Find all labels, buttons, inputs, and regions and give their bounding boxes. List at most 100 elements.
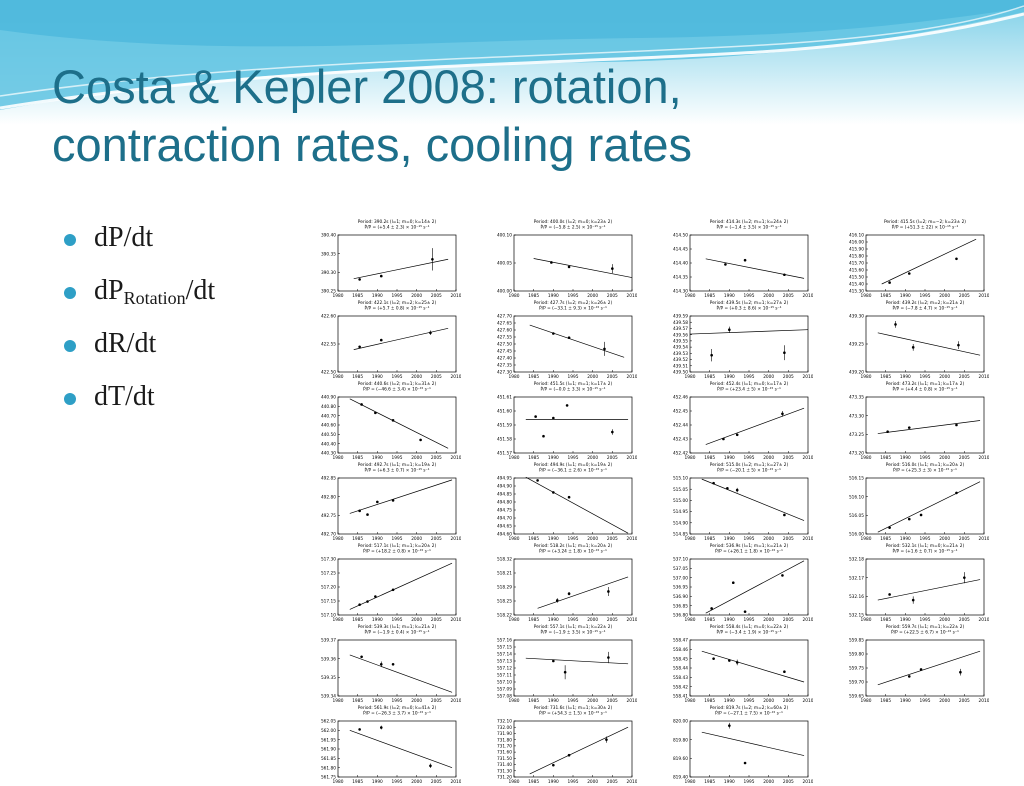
plot-frame — [689, 315, 809, 373]
data-point — [907, 426, 911, 429]
x-tick-label: 1980 — [685, 536, 696, 542]
plot-frame — [513, 558, 633, 616]
x-tick-label: 1985 — [528, 617, 539, 623]
chart-title: Period: 390.2s (l=1; m=0; k=14± 2) — [358, 219, 437, 225]
data-point — [907, 517, 911, 521]
x-tick-label: 1985 — [528, 374, 539, 380]
chart-title: Period: 415.5s (l=2; m=−2; k=23± 2) — [884, 219, 966, 225]
y-tick-label: 561.75 — [321, 775, 336, 781]
x-tick-label: 2000 — [587, 374, 598, 380]
data-point — [358, 603, 361, 606]
plot-frame — [689, 720, 809, 778]
data-point — [379, 726, 383, 729]
y-tick-label: 539.34 — [321, 694, 336, 700]
x-tick-label: 1980 — [861, 698, 872, 704]
bullet-item: dPRotation/dt — [62, 275, 215, 328]
chart-panel-20: Period: 532.1s (l=1; m=0; k=21± 2)Ṗ/P = … — [849, 543, 989, 623]
y-tick-label: 427.35 — [497, 363, 512, 369]
chart-title: Period: 532.1s (l=1; m=0; k=21± 2) — [886, 543, 965, 549]
y-tick-label: 731.20 — [497, 775, 512, 781]
x-tick-label: 2005 — [959, 698, 970, 704]
y-tick-label: 539.36 — [321, 656, 336, 662]
data-point — [563, 670, 567, 674]
x-tick-label: 2010 — [451, 698, 461, 704]
y-tick-label: 558.44 — [673, 666, 688, 672]
chart-subtitle: Ṗ/P = (−46.6 ± 3.4) × 10⁻¹⁵ s⁻¹ — [363, 386, 431, 393]
plot-frame — [337, 396, 457, 454]
plot-frame — [689, 477, 809, 535]
y-tick-label: 558.45 — [673, 656, 688, 662]
chart-subtitle: Ṗ/P = (+4.4 ± 0.8) × 10⁻¹⁵ s⁻¹ — [892, 386, 957, 393]
x-tick-label: 1995 — [392, 374, 403, 380]
x-tick-label: 2000 — [939, 617, 950, 623]
fit-line — [701, 650, 805, 683]
chart-title: Period: 427.7s (l=2; m=2; k=26± 2) — [534, 300, 613, 306]
chart-title: Period: 451.5s (l=1; m=1; k=17± 2) — [534, 381, 613, 387]
chart-title: Period: 414.3s (l=2; m=1; k=24± 2) — [710, 219, 789, 225]
x-tick-label: 2000 — [763, 617, 774, 623]
y-tick-label: 820.00 — [673, 719, 688, 725]
x-tick-label: 2005 — [783, 779, 794, 785]
bullet-text: dP/dt — [94, 222, 154, 253]
chart-subtitle: Ṗ/P = (−27.1 ± 7.5) × 10⁻¹⁵ s⁻¹ — [715, 710, 783, 717]
x-tick-label: 1980 — [333, 698, 344, 704]
chart-title: Period: 558.4s (l=1; m=0; k=22± 2) — [710, 624, 789, 630]
x-tick-label: 2000 — [939, 698, 950, 704]
y-tick-label: 532.18 — [849, 557, 864, 563]
x-tick-label: 1995 — [568, 698, 579, 704]
data-point — [724, 263, 727, 266]
plot-frame — [865, 558, 985, 616]
x-tick-label: 1985 — [352, 698, 363, 704]
y-tick-label: 415.30 — [849, 289, 864, 295]
x-tick-label: 1985 — [352, 536, 363, 542]
x-tick-label: 1985 — [352, 617, 363, 623]
x-tick-label: 2000 — [411, 617, 422, 623]
data-point — [555, 599, 559, 602]
data-point — [391, 662, 395, 666]
x-tick-label: 2000 — [763, 779, 774, 785]
fit-line — [349, 398, 449, 449]
data-point — [710, 607, 713, 610]
data-point — [429, 331, 432, 335]
x-tick-label: 2010 — [979, 536, 989, 542]
data-point — [567, 495, 571, 499]
chart-panel-3: Period: 414.3s (l=2; m=1; k=24± 2)Ṗ/P = … — [673, 219, 813, 299]
x-tick-label: 1990 — [372, 617, 383, 623]
x-tick-label: 1995 — [744, 536, 755, 542]
fit-line — [537, 576, 629, 609]
chart-panel-6: Period: 427.7s (l=2; m=2; k=26± 2)Ṗ/P = … — [497, 300, 637, 380]
y-tick-label: 515.05 — [673, 487, 688, 493]
chart-panel-7: Period: 439.5s (l=2; m=1; k=27± 2)Ṗ/P = … — [673, 300, 813, 380]
x-tick-label: 1995 — [392, 455, 403, 461]
x-tick-label: 1985 — [352, 455, 363, 461]
y-tick-label: 451.59 — [497, 423, 512, 429]
y-tick-label: 559.85 — [849, 638, 864, 644]
y-tick-label: 427.40 — [497, 356, 512, 362]
x-tick-label: 2005 — [607, 455, 618, 461]
x-tick-label: 1980 — [861, 455, 872, 461]
y-tick-label: 557.13 — [497, 659, 512, 665]
y-tick-label: 422.55 — [321, 342, 336, 348]
chart-panel-16: Period: 516.0s (l=1; m=1; k=20± 2)Ṗ/P = … — [849, 462, 989, 542]
x-tick-label: 1985 — [704, 293, 715, 299]
fit-line — [689, 329, 809, 335]
data-point — [366, 600, 369, 603]
data-point — [360, 403, 363, 406]
slide-title: Costa & Kepler 2008: rotation, contracti… — [52, 60, 693, 171]
x-tick-label: 1985 — [880, 698, 891, 704]
y-tick-label: 440.70 — [321, 413, 336, 419]
x-tick-label: 1980 — [685, 374, 696, 380]
x-tick-label: 1990 — [372, 455, 383, 461]
y-tick-label: 473.20 — [849, 451, 864, 457]
chart-subtitle: Ṗ/P = (+1.6 ± 0.7) × 10⁻¹⁵ s⁻¹ — [892, 548, 957, 555]
y-tick-label: 494.65 — [497, 524, 512, 530]
y-tick-label: 731.90 — [497, 731, 512, 737]
data-point — [911, 346, 915, 349]
x-tick-label: 2010 — [451, 374, 461, 380]
data-point — [907, 675, 911, 678]
y-tick-label: 537.00 — [673, 575, 688, 581]
x-tick-label: 2000 — [587, 698, 598, 704]
x-tick-label: 1990 — [900, 374, 911, 380]
y-tick-label: 416.00 — [849, 240, 864, 246]
plot-frame — [689, 639, 809, 697]
